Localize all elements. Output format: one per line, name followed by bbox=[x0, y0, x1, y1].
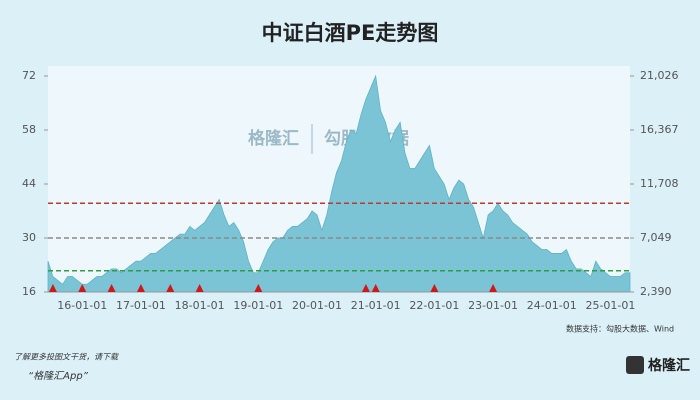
x-tick-label: 17-01-01 bbox=[116, 299, 166, 312]
chart-title: 中证白酒PE走势图 bbox=[262, 21, 439, 45]
x-tick-label: 18-01-01 bbox=[175, 299, 225, 312]
x-tick-label: 21-01-01 bbox=[351, 299, 401, 312]
source-note: 数据支持：勾股大数据、Wind bbox=[566, 324, 674, 334]
event-marker bbox=[430, 284, 439, 292]
footer-text: “格隆汇App” bbox=[28, 370, 89, 382]
y-tick-label: 16 bbox=[22, 285, 36, 298]
event-marker bbox=[48, 284, 57, 292]
y2-tick-label: 21,026 bbox=[640, 69, 679, 82]
event-marker bbox=[78, 284, 87, 292]
logo-icon bbox=[626, 356, 644, 374]
event-marker bbox=[195, 284, 204, 292]
event-marker bbox=[254, 284, 263, 292]
y2-tick-label: 2,390 bbox=[640, 285, 672, 298]
x-tick-label: 23-01-01 bbox=[468, 299, 518, 312]
y2-tick-label: 16,367 bbox=[640, 123, 679, 136]
y-tick-label: 58 bbox=[22, 123, 36, 136]
event-marker bbox=[166, 284, 175, 292]
x-tick-label: 20-01-01 bbox=[292, 299, 342, 312]
y2-tick-label: 11,708 bbox=[640, 177, 679, 190]
logo: 格隆汇 bbox=[648, 357, 690, 374]
event-marker bbox=[136, 284, 145, 292]
watermark: 格隆汇 bbox=[248, 128, 299, 149]
x-tick-label: 24-01-01 bbox=[527, 299, 577, 312]
event-marker bbox=[371, 284, 380, 292]
event-marker bbox=[107, 284, 116, 292]
y-tick-label: 44 bbox=[22, 177, 36, 190]
event-marker bbox=[361, 284, 370, 292]
footer-text: 了解更多投图文干货，请下载 bbox=[14, 353, 119, 362]
event-marker bbox=[489, 284, 498, 292]
x-tick-label: 19-01-01 bbox=[233, 299, 283, 312]
x-tick-label: 22-01-01 bbox=[409, 299, 459, 312]
x-tick-label: 25-01-01 bbox=[585, 299, 635, 312]
y-tick-label: 72 bbox=[22, 69, 36, 82]
y2-tick-label: 7,049 bbox=[640, 231, 672, 244]
y-tick-label: 30 bbox=[22, 231, 36, 244]
x-tick-label: 16-01-01 bbox=[57, 299, 107, 312]
